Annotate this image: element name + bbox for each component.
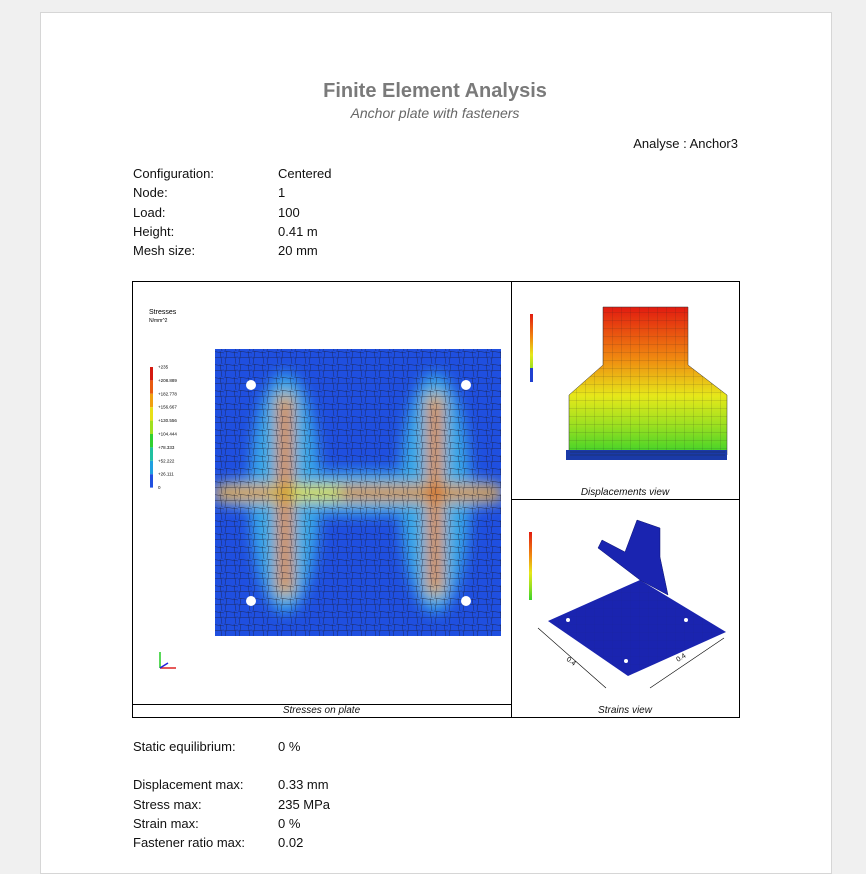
legend-label: +130.556 — [158, 418, 177, 423]
legend-swatch — [150, 380, 153, 394]
caption: Displacements view — [580, 487, 670, 498]
legend-label: +104.444 — [158, 432, 177, 437]
legend-label: +182.778 — [158, 391, 177, 396]
field-label: Stress max: — [133, 797, 202, 812]
field-value: 0 % — [278, 739, 301, 754]
legend-label: 0 — [158, 485, 161, 490]
title: Finite Element Analysis — [323, 80, 547, 102]
field-value: 0.41 m — [278, 224, 318, 239]
legend-label: +156.667 — [158, 405, 177, 410]
caption: Strains view — [598, 705, 652, 716]
legend-swatch — [150, 393, 153, 408]
legend-label: +235 — [158, 365, 169, 370]
displacement-plot — [530, 306, 728, 460]
field-label: Load: — [133, 205, 166, 220]
legend-swatch — [150, 474, 153, 488]
field-label: Configuration: — [133, 166, 214, 181]
field-value: 0.02 — [278, 835, 304, 850]
field-value: Centered — [278, 166, 332, 181]
field-label: Static equilibrium: — [133, 739, 236, 754]
legend-swatch — [150, 367, 153, 381]
stress-legend: +235 +208.889 +182.778 +156.667 +130.556 +104… — [150, 365, 177, 490]
field-label: Height: — [133, 224, 175, 239]
field-value: 235 MPa — [278, 797, 331, 812]
axis-triad — [159, 652, 176, 669]
legend-unit: N/mm^2 — [149, 318, 168, 324]
strain-plot — [529, 519, 726, 689]
legend-swatch — [150, 447, 153, 461]
legend-label: +208.889 — [158, 378, 177, 383]
field-value: 20 mm — [278, 243, 318, 258]
field-value: 0 % — [278, 816, 301, 831]
legend-swatch — [150, 420, 153, 434]
stress-plot — [215, 349, 501, 636]
legend-swatch — [150, 434, 153, 448]
dimension-label: 0.4 — [675, 653, 687, 664]
field-value: 100 — [278, 205, 300, 220]
field-label: Node: — [133, 185, 168, 200]
field-label: Mesh size: — [133, 243, 196, 258]
legend-swatch — [150, 460, 153, 475]
dimension-label: 0.4 — [565, 656, 577, 668]
legend-title: Stresses — [149, 309, 177, 316]
figure-frame — [132, 281, 740, 718]
field-label: Displacement max: — [133, 777, 244, 792]
caption: Stresses on plate — [282, 705, 361, 716]
legend-label: +26.111 — [158, 472, 174, 477]
field-label: Fastener ratio max: — [133, 835, 245, 850]
subtitle: Anchor plate with fasteners — [350, 105, 520, 121]
analysis-name: Analyse : Anchor3 — [633, 136, 738, 151]
legend-label: +52.222 — [158, 458, 175, 463]
field-label: Strain max: — [133, 816, 199, 831]
legend-label: +78.333 — [158, 445, 175, 450]
field-value: 1 — [278, 185, 286, 200]
legend-swatch — [150, 407, 153, 421]
field-value: 0.33 mm — [278, 777, 329, 792]
